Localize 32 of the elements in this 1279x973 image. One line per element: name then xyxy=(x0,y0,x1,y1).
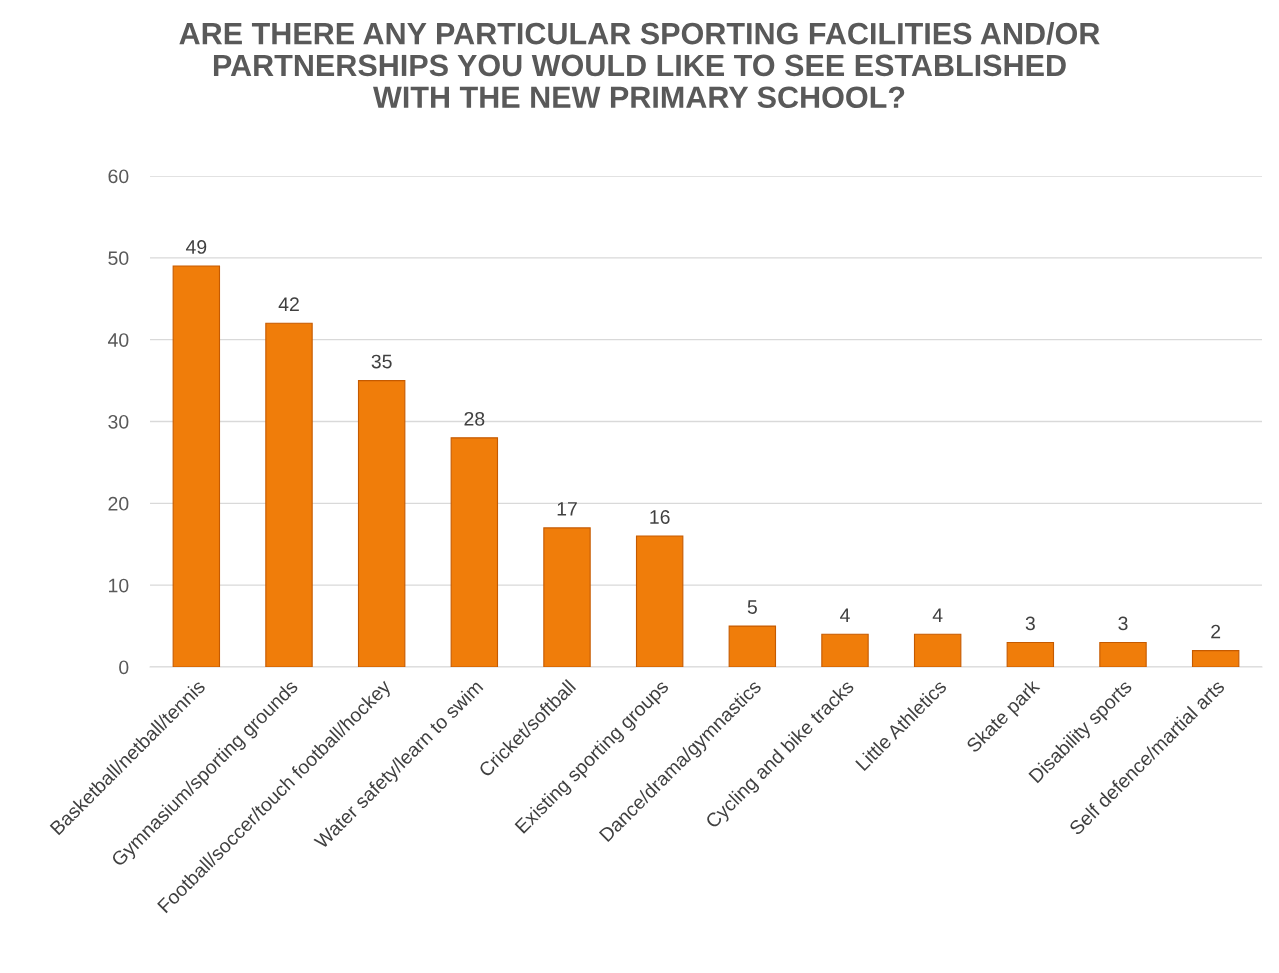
bar xyxy=(913,633,962,667)
y-tick-label: 30 xyxy=(108,414,129,429)
y-tick-label: 40 xyxy=(107,333,129,347)
y-tick-label: 50 xyxy=(108,251,129,266)
bar xyxy=(543,527,591,667)
y-tick-label: 20 xyxy=(108,496,129,511)
data-label: 16 xyxy=(650,510,670,524)
bar xyxy=(728,625,777,667)
y-tick-label: 10 xyxy=(109,578,129,593)
data-label: 5 xyxy=(747,600,757,614)
bar xyxy=(635,535,684,667)
data-label: 28 xyxy=(464,411,485,426)
data-label: 35 xyxy=(371,354,392,369)
data-label: 17 xyxy=(557,502,577,516)
y-tick-label: 60 xyxy=(108,169,129,184)
bar xyxy=(1099,641,1147,667)
data-label: 4 xyxy=(840,608,850,622)
bar xyxy=(1006,641,1055,667)
y-tick-label: 0 xyxy=(119,660,129,675)
data-label: 49 xyxy=(185,240,207,254)
bar xyxy=(172,265,221,667)
data-label: 42 xyxy=(278,297,299,311)
bar xyxy=(1191,650,1240,667)
data-label: 2 xyxy=(1211,624,1221,639)
chart-title: ARE THERE ANY PARTICULAR SPORTING FACILITIES AND/OR PARTNERSHIPS YOU WOULD LIKE TO SEE ESTABLISHED WITH THE NEW PRIMARY SCHOOL? xyxy=(179,22,1100,109)
data-label: 4 xyxy=(932,608,943,622)
data-label: 3 xyxy=(1118,616,1128,631)
data-label: 3 xyxy=(1025,616,1035,631)
bar xyxy=(821,633,869,667)
bar xyxy=(450,437,499,667)
bar xyxy=(265,322,313,667)
bar xyxy=(357,380,406,667)
